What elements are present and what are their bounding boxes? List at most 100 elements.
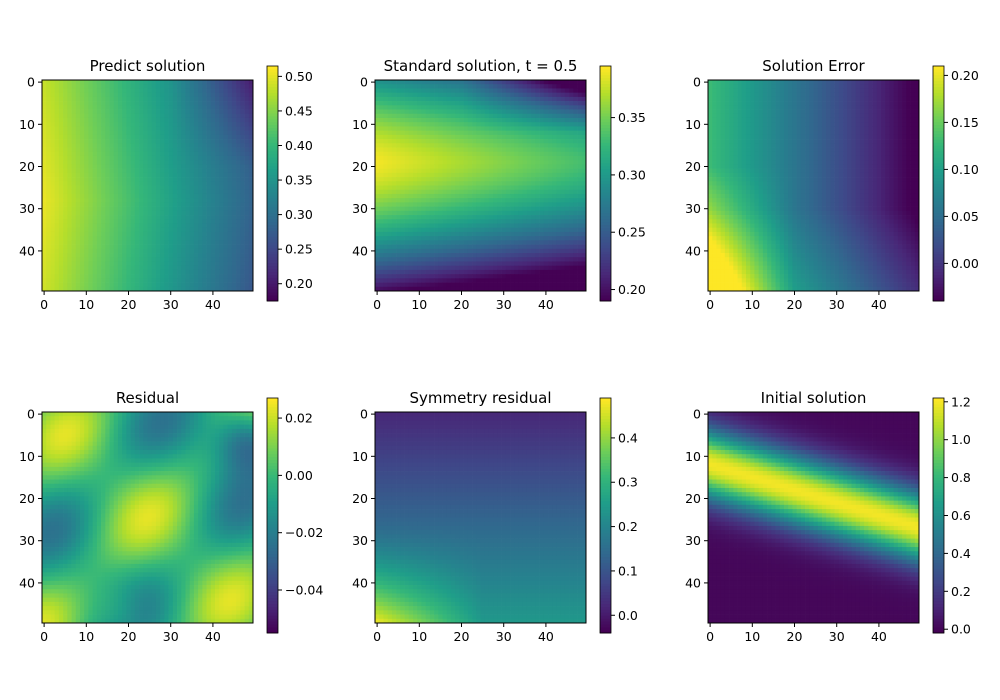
heatmap-cell [181,147,186,153]
heatmap-cell [50,219,56,224]
heatmap-cell [391,147,397,153]
heatmap-cell [67,265,72,271]
heatmap-cell [117,147,123,153]
heatmap-cell [505,257,511,262]
heatmap-cell [404,253,410,258]
heatmap-cell [463,210,469,216]
heatmap-cell [84,223,89,229]
heatmap-cell [442,261,448,267]
heatmap-cell [63,126,68,131]
heatmap-cell [505,126,511,131]
heatmap-cell [109,244,115,250]
heatmap-cell [79,168,85,174]
heatmap-cell [210,126,216,131]
heatmap-cell [391,80,397,85]
heatmap-cell [189,236,195,241]
heatmap-cell [122,185,127,191]
heatmap-cell [50,155,56,161]
heatmap-cell [514,139,519,144]
heatmap-cell [408,210,414,216]
heatmap-cell [193,202,199,207]
heatmap-cell [50,274,56,279]
heatmap-cell [400,248,405,254]
heatmap-cell [164,286,169,292]
heatmap-cell [391,248,397,254]
heatmap-cell [193,139,199,144]
heatmap-cell [510,126,515,131]
heatmap-cell [143,151,148,157]
heatmap-cell [71,236,77,241]
heatmap-cell [244,164,250,169]
heatmap-cell [455,117,460,123]
heatmap-cell [189,253,195,258]
heatmap-cell [463,143,469,148]
heatmap-cell [560,134,566,140]
heatmap-cell [168,189,174,195]
heatmap-cell [577,274,583,279]
heatmap-cell [164,181,169,186]
heatmap-cell [206,215,212,220]
heatmap-cell [383,84,389,89]
heatmap-cell [50,84,56,89]
heatmap-cell [168,206,174,212]
heatmap-cell [206,193,212,199]
heatmap-cell [122,84,127,89]
heatmap-cell [552,206,557,212]
heatmap-cell [223,261,229,267]
heatmap-cell [573,253,578,258]
heatmap-cell [177,189,182,195]
heatmap-cell [50,189,56,195]
heatmap-cell [476,113,481,119]
heatmap-cell [58,134,64,140]
heatmap-cell [113,139,119,144]
heatmap-cell [244,105,250,110]
heatmap-cell [391,84,397,89]
heatmap-cell [215,223,220,229]
heatmap-cell [577,265,583,271]
heatmap-cell [467,198,473,203]
heatmap-cell [434,248,439,254]
heatmap-cell [177,219,182,224]
heatmap-cell [206,130,212,136]
heatmap-cell [438,143,443,148]
heatmap-cell [244,257,250,262]
heatmap-cell [446,177,452,182]
heatmap-cell [514,210,519,216]
heatmap-cell [109,215,115,220]
heatmap-cell [556,223,562,229]
heatmap-cell [446,105,452,110]
heatmap-cell [42,88,47,94]
heatmap-cell [450,244,456,250]
heatmap-cell [92,231,98,237]
colorbar-segment [267,89,278,93]
heatmap-cell [556,236,562,241]
heatmap-cell [244,231,250,237]
heatmap-cell [526,206,532,212]
heatmap-cell [467,223,473,229]
heatmap-cell [105,257,110,262]
heatmap-cell [236,223,241,229]
heatmap-cell [408,80,414,85]
heatmap-cell [122,126,127,131]
heatmap-cell [117,248,123,254]
heatmap-cell [139,215,144,220]
heatmap-cell [177,198,182,203]
heatmap-cell [189,143,195,148]
heatmap-cell [548,189,553,195]
heatmap-cell [543,189,549,195]
heatmap-cell [505,105,511,110]
heatmap-cell [510,257,515,262]
heatmap-cell [522,172,528,178]
heatmap-cell [522,253,528,258]
heatmap-cell [202,84,207,89]
heatmap-cell [387,193,393,199]
heatmap-cell [168,274,174,279]
heatmap-cell [109,126,115,131]
heatmap-cell [139,227,144,233]
heatmap-cell [206,113,212,119]
heatmap-cell [581,151,587,157]
heatmap-cell [117,160,123,165]
heatmap-cell [185,84,191,89]
heatmap-cell [429,189,435,195]
heatmap-cell [105,130,110,136]
